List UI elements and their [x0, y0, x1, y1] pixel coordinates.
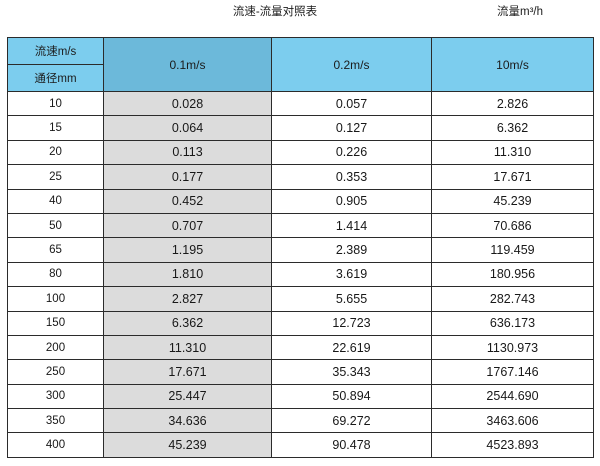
cell-value-2: 1767.146 [431, 359, 594, 385]
cell-value-1: 69.272 [271, 408, 432, 434]
cell-value-0: 2.827 [103, 286, 272, 312]
table-row: 400 45.239 90.478 4523.893 [7, 432, 594, 458]
cell-dn: 250 [7, 359, 104, 385]
cell-value-1: 22.619 [271, 334, 432, 361]
cell-dn: 200 [7, 334, 104, 361]
cell-value-1: 35.343 [271, 359, 432, 385]
cell-value-0: 34.636 [103, 408, 272, 434]
cell-value-0: 6.362 [103, 310, 272, 336]
table-body: 10 0.028 0.057 2.826 15 0.064 0.127 6.36… [7, 90, 594, 458]
cell-value-2: 119.459 [431, 237, 594, 263]
table-row: 100 2.827 5.655 282.743 [7, 286, 594, 312]
table-row: 250 17.671 35.343 1767.146 [7, 359, 594, 385]
table-row: 15 0.064 0.127 6.362 [7, 115, 594, 141]
page-title: 流速-流量对照表 [232, 6, 318, 18]
cell-dn: 400 [7, 432, 104, 458]
cell-value-1: 0.127 [271, 115, 432, 141]
table-row: 80 1.810 3.619 180.956 [7, 261, 594, 288]
cell-value-1: 3.619 [271, 261, 432, 288]
header-row: 流速m/s 通径mm 0.1m/s 0.2m/s 10m/s [7, 37, 594, 92]
cell-value-2: 17.671 [431, 164, 594, 190]
flow-table-container: 流速m/s 通径mm 0.1m/s 0.2m/s 10m/s 10 0.028 … [7, 37, 594, 458]
cell-value-1: 2.389 [271, 237, 432, 263]
cell-value-2: 180.956 [431, 261, 594, 288]
table-row: 150 6.362 12.723 636.173 [7, 310, 594, 336]
cell-value-0: 0.064 [103, 115, 272, 141]
cell-value-0: 45.239 [103, 432, 272, 458]
table-row: 50 0.707 1.414 70.686 [7, 212, 594, 239]
table-row: 10 0.028 0.057 2.826 [7, 90, 594, 117]
cell-value-1: 0.353 [271, 164, 432, 190]
cell-value-1: 5.655 [271, 286, 432, 312]
cell-value-1: 50.894 [271, 383, 432, 410]
cell-value-2: 45.239 [431, 188, 594, 214]
cell-value-1: 0.905 [271, 188, 432, 214]
cell-value-2: 11.310 [431, 139, 594, 166]
corner-velocity-label: 流速m/s [8, 38, 103, 65]
corner-diameter-label: 通径mm [34, 72, 77, 85]
cell-value-0: 1.810 [103, 261, 272, 288]
cell-dn: 300 [7, 383, 104, 410]
cell-value-2: 6.362 [431, 115, 594, 141]
table-row: 65 1.195 2.389 119.459 [7, 237, 594, 263]
table-row: 25 0.177 0.353 17.671 [7, 164, 594, 190]
header-col-0: 0.1m/s [103, 37, 272, 92]
header-col-2: 10m/s [431, 37, 594, 92]
cell-value-0: 11.310 [103, 334, 272, 361]
cell-value-1: 0.057 [271, 90, 432, 117]
cell-value-0: 0.028 [103, 90, 272, 117]
table-header: 流速m/s 通径mm 0.1m/s 0.2m/s 10m/s [7, 37, 594, 92]
table-row: 40 0.452 0.905 45.239 [7, 188, 594, 214]
table-row: 20 0.113 0.226 11.310 [7, 139, 594, 166]
cell-dn: 25 [7, 164, 104, 190]
cell-value-0: 0.707 [103, 212, 272, 239]
cell-value-0: 0.452 [103, 188, 272, 214]
cell-value-1: 90.478 [271, 432, 432, 458]
header-col-1: 0.2m/s [271, 37, 432, 92]
cell-value-2: 70.686 [431, 212, 594, 239]
cell-value-2: 282.743 [431, 286, 594, 312]
cell-dn: 20 [7, 139, 104, 166]
table-row: 300 25.447 50.894 2544.690 [7, 383, 594, 410]
cell-dn: 65 [7, 237, 104, 263]
cell-value-2: 2544.690 [431, 383, 594, 410]
cell-dn: 15 [7, 115, 104, 141]
header-corner-cell: 流速m/s 通径mm [7, 37, 104, 92]
table-row: 350 34.636 69.272 3463.606 [7, 408, 594, 434]
cell-value-2: 2.826 [431, 90, 594, 117]
title-bar: 流速-流量对照表 流量m³/h [0, 0, 600, 36]
cell-value-2: 636.173 [431, 310, 594, 336]
cell-dn: 40 [7, 188, 104, 214]
corner-inner: 流速m/s 通径mm [8, 38, 103, 91]
cell-dn: 50 [7, 212, 104, 239]
cell-value-1: 1.414 [271, 212, 432, 239]
cell-value-1: 0.226 [271, 139, 432, 166]
cell-value-2: 1130.973 [431, 334, 594, 361]
flow-rate-table: 流速m/s 通径mm 0.1m/s 0.2m/s 10m/s 10 0.028 … [7, 37, 594, 458]
cell-value-0: 17.671 [103, 359, 272, 385]
flow-unit-label: 流量m³/h [497, 6, 543, 18]
cell-value-0: 0.177 [103, 164, 272, 190]
cell-value-0: 25.447 [103, 383, 272, 410]
cell-dn: 100 [7, 286, 104, 312]
cell-value-0: 1.195 [103, 237, 272, 263]
cell-dn: 10 [7, 90, 104, 117]
cell-dn: 150 [7, 310, 104, 336]
cell-value-1: 12.723 [271, 310, 432, 336]
cell-value-0: 0.113 [103, 139, 272, 166]
cell-value-2: 3463.606 [431, 408, 594, 434]
cell-value-2: 4523.893 [431, 432, 594, 458]
cell-dn: 80 [7, 261, 104, 288]
cell-dn: 350 [7, 408, 104, 434]
table-row: 200 11.310 22.619 1130.973 [7, 334, 594, 361]
